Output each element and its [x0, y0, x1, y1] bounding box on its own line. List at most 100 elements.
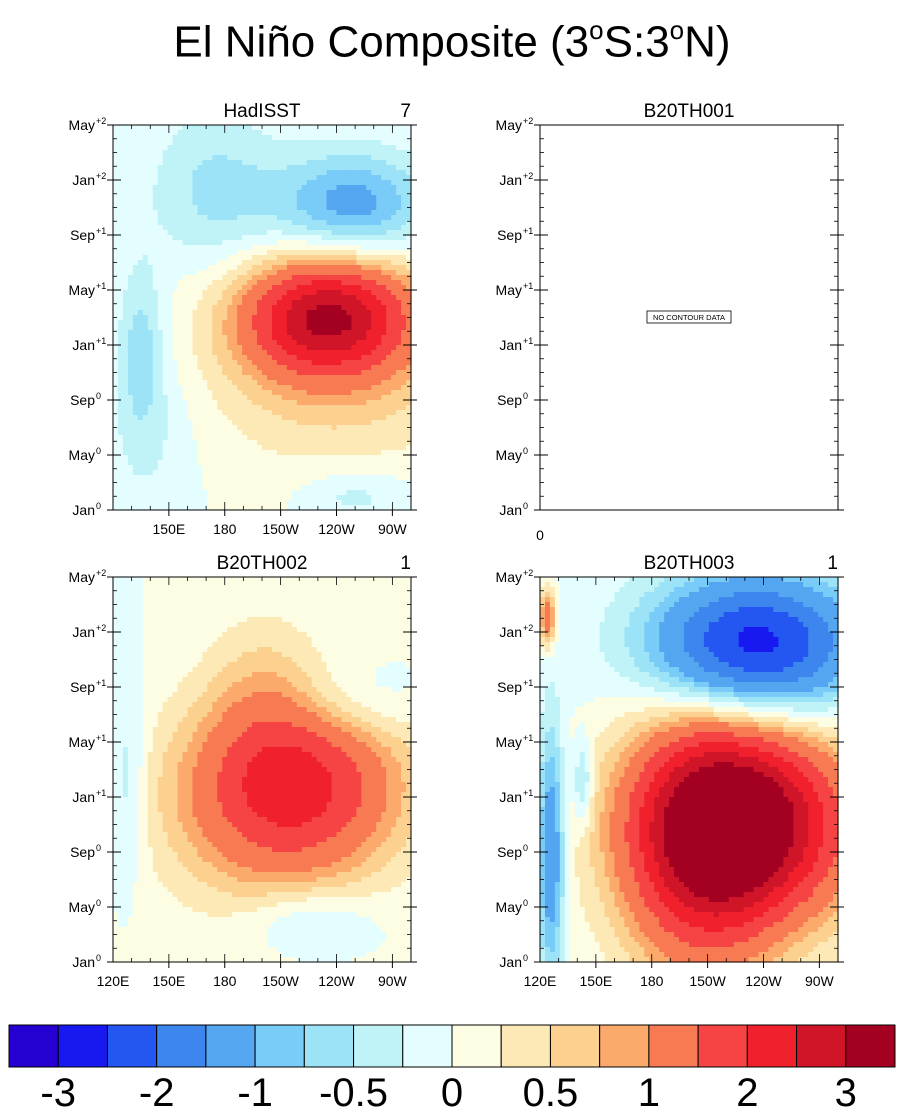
- field-cell: [222, 170, 228, 176]
- field-cell: [396, 265, 402, 271]
- field-cell: [296, 370, 303, 376]
- field-cell: [257, 215, 263, 221]
- field-cell: [396, 335, 402, 341]
- field-cell: [117, 355, 124, 361]
- field-cell: [247, 155, 253, 161]
- field-cell: [113, 455, 119, 461]
- field-cell: [262, 455, 268, 461]
- field-cell: [192, 380, 199, 386]
- field-cell: [381, 420, 387, 426]
- field-cell: [296, 485, 303, 491]
- field-cell: [157, 250, 164, 256]
- field-cell: [326, 485, 333, 491]
- field-cell: [187, 380, 194, 386]
- field-cell: [177, 465, 184, 471]
- field-cell: [316, 270, 323, 276]
- field-cell: [341, 235, 348, 241]
- field-cell: [311, 330, 318, 336]
- field-cell: [311, 220, 318, 226]
- field-cell: [391, 150, 397, 156]
- field-cell: [391, 400, 397, 406]
- field-cell: [321, 140, 328, 146]
- field-cell: [396, 185, 402, 191]
- field-cell: [346, 445, 352, 451]
- field-cell: [197, 185, 203, 191]
- field-cell: [147, 582, 154, 588]
- field-cell: [351, 435, 357, 441]
- field-cell: [266, 425, 273, 431]
- field-cell: [326, 577, 333, 583]
- field-cell: [281, 170, 288, 176]
- y-tick-label: Sep: [497, 392, 522, 408]
- field-cell: [197, 500, 203, 506]
- field-cell: [396, 385, 402, 391]
- y-tick-superscript: 0: [523, 501, 528, 511]
- field-cell: [326, 205, 333, 211]
- field-cell: [197, 330, 203, 336]
- field-cell: [217, 365, 223, 371]
- field-cell: [391, 165, 397, 171]
- field-cell: [132, 305, 139, 311]
- field-cell: [117, 175, 124, 181]
- field-cell: [132, 230, 139, 236]
- field-cell: [207, 505, 213, 511]
- field-cell: [157, 235, 164, 241]
- field-cell: [336, 270, 343, 276]
- field-cell: [356, 425, 362, 431]
- field-cell: [222, 195, 228, 201]
- field-cell: [396, 310, 402, 316]
- field-cell: [162, 210, 169, 216]
- field-cell: [162, 140, 169, 146]
- field-cell: [172, 355, 179, 361]
- field-cell: [366, 205, 372, 211]
- field-cell: [381, 150, 387, 156]
- field-cell: [202, 275, 208, 281]
- field-cell: [232, 315, 238, 321]
- field-cell: [396, 582, 402, 588]
- field-cell: [331, 355, 338, 361]
- field-cell: [376, 255, 382, 261]
- field-cell: [192, 180, 199, 186]
- field-cell: [286, 330, 293, 336]
- field-cell: [351, 225, 357, 231]
- field-cell: [257, 440, 263, 446]
- field-cell: [142, 125, 149, 131]
- field-cell: [316, 265, 323, 271]
- field-cell: [212, 320, 218, 326]
- field-cell: [276, 350, 283, 356]
- field-cell: [371, 445, 377, 451]
- field-cell: [137, 587, 144, 593]
- field-cell: [212, 210, 218, 216]
- field-cell: [262, 480, 268, 486]
- field-cell: [137, 150, 144, 156]
- field-cell: [147, 490, 154, 496]
- field-cell: [172, 190, 179, 196]
- field-cell: [122, 505, 129, 511]
- field-cell: [381, 455, 387, 461]
- field-cell: [162, 170, 169, 176]
- field-cell: [371, 180, 377, 186]
- field-cell: [113, 430, 119, 436]
- field-cell: [311, 260, 318, 266]
- field-cell: [122, 145, 129, 151]
- field-cell: [132, 577, 139, 583]
- field-cell: [202, 325, 208, 331]
- field-cell: [321, 355, 328, 361]
- field-cell: [301, 235, 308, 241]
- field-cell: [276, 410, 283, 416]
- field-cell: [157, 410, 164, 416]
- field-cell: [222, 305, 228, 311]
- field-cell: [281, 160, 288, 166]
- field-cell: [401, 445, 407, 451]
- field-cell: [187, 320, 194, 326]
- field-cell: [177, 185, 184, 191]
- field-cell: [356, 200, 362, 206]
- field-cell: [371, 455, 377, 461]
- field-cell: [346, 130, 352, 136]
- field-cell: [137, 280, 144, 286]
- field-cell: [366, 215, 372, 221]
- field-cell: [242, 195, 248, 201]
- field-cell: [122, 160, 129, 166]
- field-cell: [301, 185, 308, 191]
- field-cell: [252, 325, 258, 331]
